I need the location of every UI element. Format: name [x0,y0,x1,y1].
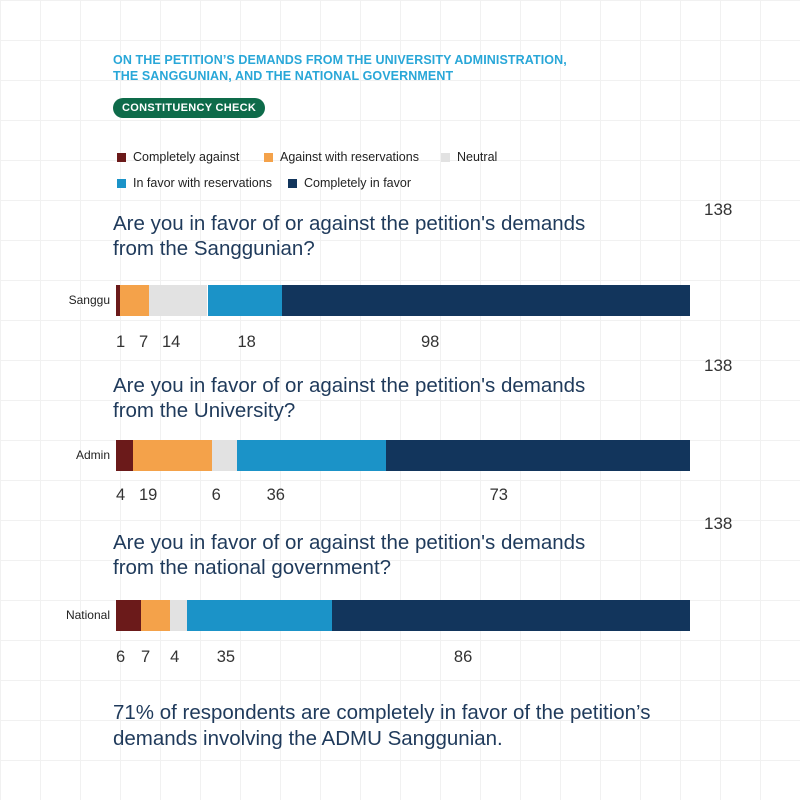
legend-label: Completely in favor [304,176,411,190]
bar-segment [386,440,690,471]
chart-question-line2: from the University? [113,399,296,422]
legend-swatch [288,178,297,188]
bar-segment [116,285,121,316]
bar-segment [282,285,690,316]
bar-segment [236,440,387,471]
chart-question: Are you in favor of or against the petit… [113,530,633,580]
chart-question-line1: Are you in favor of or against the petit… [113,531,586,554]
bar-segment [116,600,141,631]
legend-item: Completely in favor [288,176,411,190]
category-label: Sanggu [68,293,110,307]
chart-question-line1: Are you in favor of or against the petit… [113,374,586,397]
bar-segment [140,600,171,631]
legend-label: Against with reservations [280,150,419,164]
legend-swatch [117,178,126,188]
bar-segment [170,600,187,631]
bar-value-label: 86 [453,648,473,666]
bar-segment [207,285,283,316]
legend-label: Neutral [457,150,498,164]
category-label: National [65,608,110,622]
bar-value-label: 7 [140,648,151,666]
constituency-check-badge: CONSTITUENCY CHECK [113,98,266,118]
header-title-line2: THE SANGGUNIAN, AND THE NATIONAL GOVERNM… [113,69,454,83]
legend-item: In favor with reservations [117,176,272,190]
bar-value-label: 14 [162,333,181,351]
bar-segment [120,285,150,316]
bar-value-label: 18 [237,333,256,351]
bar-value-label: 6 [116,648,126,666]
bar-value-label: 4 [170,648,180,666]
legend-swatch [264,152,273,162]
footer-line2: demands involving the ADMU Sanggunian. [113,727,503,750]
chart-question-line1: Are you in favor of or against the petit… [113,212,586,235]
footer-summary: 71% of respondents are completely in fav… [113,700,673,752]
chart-question: Are you in favor of or against the petit… [113,211,633,261]
header-title-line1: ON THE PETITION’S DEMANDS FROM THE UNIVE… [113,53,567,67]
bar-segment [186,600,333,631]
chart-question-line2: from the national government? [113,556,392,579]
bar-value-label: 19 [139,486,158,504]
legend-item: Completely against [117,150,239,164]
legend-label: In favor with reservations [133,176,272,190]
bar-value-label: 4 [116,486,126,504]
legend-item: Against with reservations [264,150,419,164]
legend-label: Completely against [133,150,240,164]
chart-question-line2: from the Sanggunian? [113,237,315,260]
bar-segment [132,440,212,471]
bar-value-label: 36 [266,486,285,504]
bar-value-label: 73 [489,486,508,504]
bar-value-label: 35 [216,648,236,666]
footer-line1: 71% of respondents are completely in fav… [113,701,651,724]
bar-value-label: 98 [420,333,440,351]
legend-swatch [117,152,126,162]
bar-value-label: 1 [116,333,126,351]
bar-segment [211,440,237,471]
bar-value-label: 7 [139,333,149,351]
total-respondents: 138 [704,514,733,533]
header-title: ON THE PETITION’S DEMANDS FROM THE UNIVE… [113,52,593,84]
legend-swatch [441,152,450,162]
bar-segment [116,440,133,471]
chart-question: Are you in favor of or against the petit… [113,373,633,423]
total-respondents: 138 [704,356,733,375]
bar-segment [149,285,208,316]
bar-segment [332,600,690,631]
bar-value-label: 6 [211,486,221,504]
total-respondents: 138 [704,200,733,219]
category-label: Admin [75,448,110,462]
legend-item: Neutral [441,150,497,164]
